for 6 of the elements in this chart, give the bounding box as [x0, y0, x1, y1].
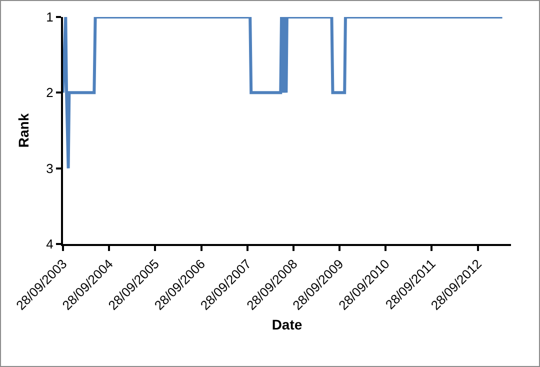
y-tick-label: 1	[46, 10, 54, 25]
y-tick-label: 4	[46, 236, 54, 252]
x-axis-title: Date	[272, 316, 302, 333]
y-axis-title: Rank	[15, 113, 32, 148]
y-tick-label: 3	[46, 160, 54, 176]
y-tick-label: 2	[46, 85, 54, 100]
